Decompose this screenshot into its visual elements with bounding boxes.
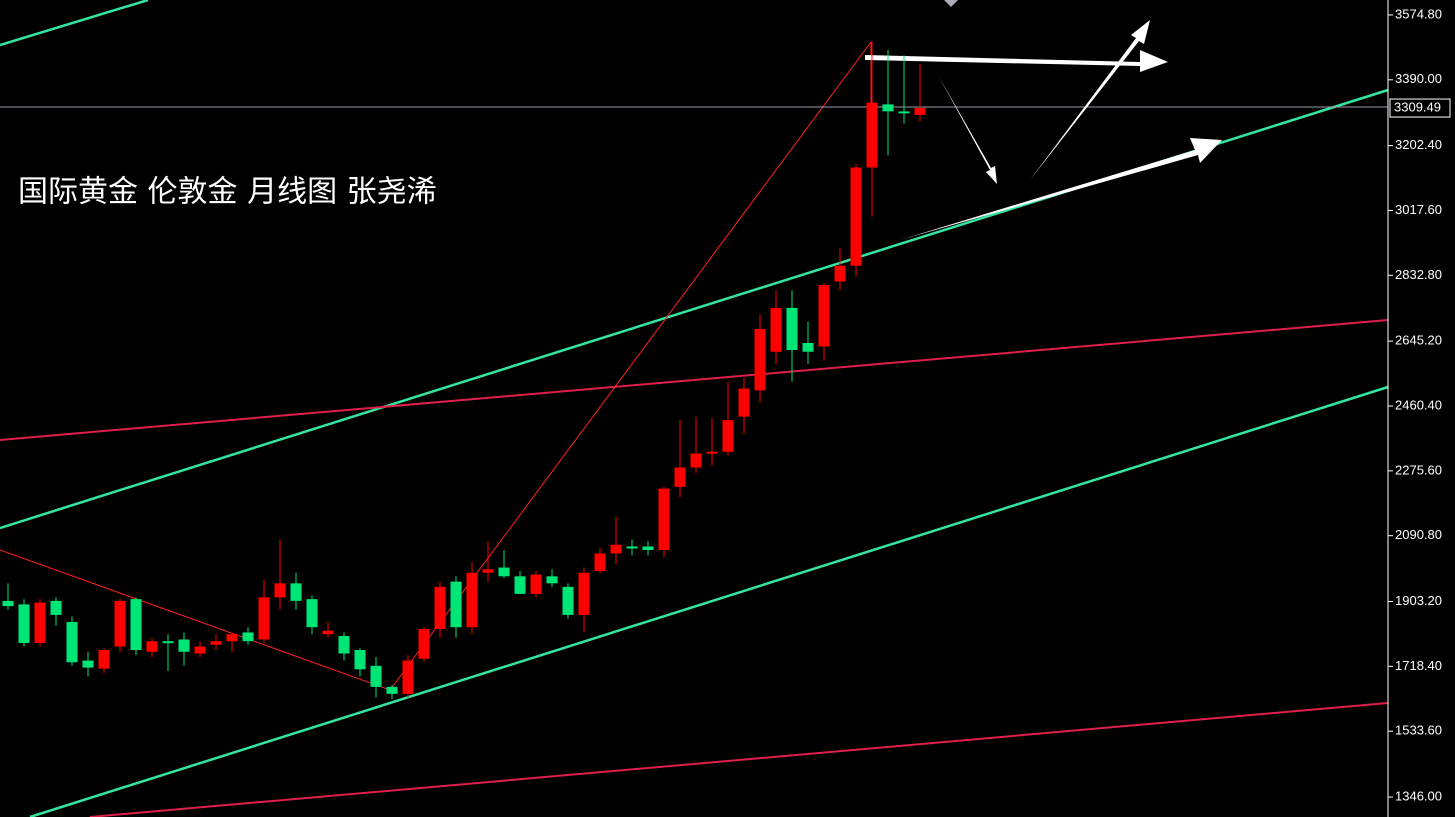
candle-body xyxy=(386,686,398,694)
candle-body xyxy=(194,646,206,654)
candle-body xyxy=(754,328,766,391)
trend-line xyxy=(0,549,391,691)
drawings xyxy=(0,0,1389,817)
candle-body xyxy=(850,167,862,266)
candle-body xyxy=(290,583,302,601)
candle-body xyxy=(786,307,798,350)
candle-body xyxy=(146,641,158,652)
candle-body xyxy=(274,583,286,598)
candle-body xyxy=(594,553,606,572)
candle-body xyxy=(690,453,702,468)
candle-body xyxy=(642,546,654,551)
y-tick-label: 3202.40 xyxy=(1395,137,1442,152)
candle-body xyxy=(610,544,622,554)
price-label: 3309.49 xyxy=(1394,99,1441,114)
candle-body xyxy=(402,660,414,694)
candle-body xyxy=(50,600,62,615)
price-box xyxy=(1389,98,1451,118)
candle-body xyxy=(498,567,510,577)
candle-body xyxy=(626,546,638,549)
candle-body xyxy=(818,285,830,347)
candle-body xyxy=(834,265,846,282)
candle-body xyxy=(322,630,334,635)
candle-body xyxy=(578,572,590,615)
arrow xyxy=(1030,20,1150,180)
y-tick-label: 3574.80 xyxy=(1395,6,1442,21)
candle-body xyxy=(210,641,222,645)
trend-line xyxy=(89,702,1389,817)
trend-line xyxy=(0,0,149,47)
candle-body xyxy=(98,650,110,669)
y-tick-label: 1718.40 xyxy=(1395,658,1442,673)
trend-line xyxy=(29,385,1389,817)
candle-body xyxy=(882,104,894,112)
arrow xyxy=(938,75,997,184)
candle-body xyxy=(338,635,350,654)
candle-body xyxy=(450,581,462,628)
trend-line xyxy=(0,319,1389,441)
candle-body xyxy=(130,599,142,651)
candle-body xyxy=(354,650,366,670)
y-tick-label: 2645.20 xyxy=(1395,333,1442,348)
y-tick-label: 1346.00 xyxy=(1395,788,1442,803)
candle-body xyxy=(34,602,46,643)
marker xyxy=(944,0,958,7)
candle-body xyxy=(162,641,174,644)
y-tick-label: 1533.60 xyxy=(1395,723,1442,738)
candle-body xyxy=(514,576,526,594)
candle-body xyxy=(722,420,734,452)
candle-body xyxy=(866,102,878,168)
arrow xyxy=(865,50,1168,72)
y-tick-label: 1903.20 xyxy=(1395,593,1442,608)
y-tick-label: 2090.80 xyxy=(1395,527,1442,542)
candle-body xyxy=(18,604,30,643)
candle-body xyxy=(914,108,926,115)
candle-body xyxy=(306,599,318,628)
y-tick-label: 2460.40 xyxy=(1395,397,1442,412)
candle-body xyxy=(242,632,254,642)
candle-body xyxy=(482,569,494,573)
candle-body xyxy=(546,576,558,584)
candle-body xyxy=(530,574,542,594)
candle-body xyxy=(66,621,78,663)
candle-body xyxy=(898,111,910,114)
y-tick-label: 3390.00 xyxy=(1395,71,1442,86)
candle-body xyxy=(738,388,750,417)
candle-body xyxy=(658,488,670,551)
candle-body xyxy=(674,467,686,487)
candle-body xyxy=(114,600,126,647)
candle-body xyxy=(770,307,782,352)
y-tick-label: 2275.60 xyxy=(1395,462,1442,477)
candle-body xyxy=(706,451,718,454)
candle-body xyxy=(2,600,14,607)
candle-body xyxy=(802,342,814,352)
y-tick-label: 2832.80 xyxy=(1395,267,1442,282)
candle-body xyxy=(370,665,382,687)
candle-body xyxy=(562,586,574,615)
candle-body xyxy=(82,660,94,668)
candle-body xyxy=(226,634,238,642)
y-tick-label: 3017.60 xyxy=(1395,202,1442,217)
candle-body xyxy=(466,572,478,628)
chart-title: 国际黄金 伦敦金 月线图 张尧浠 xyxy=(18,175,437,210)
candle-body xyxy=(178,639,190,652)
candle-body xyxy=(258,597,270,640)
candle-body xyxy=(434,586,446,629)
candle-body xyxy=(418,628,430,659)
